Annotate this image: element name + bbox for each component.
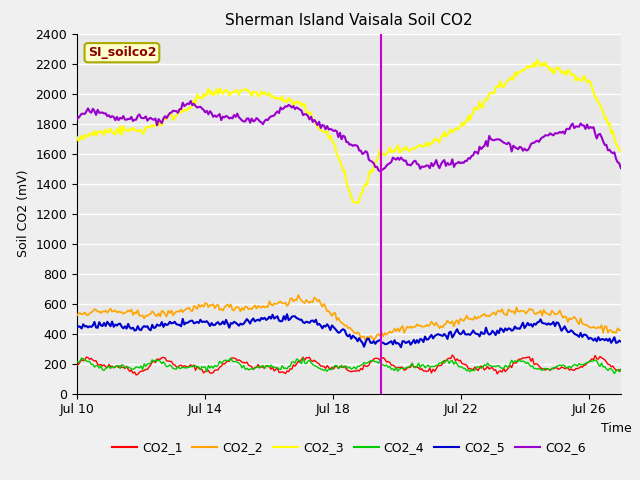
- CO2_3: [617, 148, 625, 154]
- Line: CO2_4: CO2_4: [77, 358, 621, 373]
- CO2_5: [73, 325, 81, 331]
- Line: CO2_6: CO2_6: [77, 101, 621, 171]
- CO2_2: [73, 312, 81, 318]
- CO2_4: [617, 366, 625, 372]
- CO2_4: [404, 364, 412, 370]
- CO2_4: [171, 366, 179, 372]
- CO2_1: [511, 360, 519, 366]
- CO2_1: [522, 355, 530, 360]
- CO2_4: [73, 359, 81, 364]
- CO2_3: [509, 77, 517, 83]
- CO2_6: [187, 98, 195, 104]
- CO2_5: [405, 338, 413, 344]
- CO2_5: [550, 319, 557, 325]
- CO2_5: [397, 344, 404, 350]
- CO2_6: [511, 144, 519, 150]
- CO2_5: [283, 312, 291, 317]
- Text: SI_soilco2: SI_soilco2: [88, 46, 156, 59]
- Line: CO2_3: CO2_3: [77, 60, 621, 204]
- CO2_6: [550, 132, 557, 138]
- CO2_2: [294, 292, 302, 298]
- CO2_5: [171, 319, 179, 324]
- CO2_5: [522, 323, 530, 329]
- CO2_1: [449, 352, 456, 358]
- CO2_2: [617, 327, 625, 333]
- Title: Sherman Island Vaisala Soil CO2: Sherman Island Vaisala Soil CO2: [225, 13, 472, 28]
- CO2_5: [617, 339, 625, 345]
- CO2_3: [404, 146, 412, 152]
- CO2_3: [354, 201, 362, 206]
- CO2_4: [152, 357, 159, 363]
- CO2_4: [548, 366, 556, 372]
- CO2_3: [534, 57, 541, 63]
- CO2_6: [522, 147, 530, 153]
- CO2_2: [362, 338, 369, 344]
- CO2_5: [152, 324, 159, 330]
- CO2_2: [152, 312, 159, 318]
- CO2_6: [73, 117, 81, 122]
- CO2_4: [509, 360, 517, 365]
- CO2_3: [152, 123, 159, 129]
- CO2_4: [521, 359, 529, 364]
- CO2_1: [617, 368, 625, 374]
- CO2_1: [404, 365, 412, 371]
- CO2_1: [550, 366, 557, 372]
- Line: CO2_1: CO2_1: [77, 355, 621, 375]
- CO2_6: [405, 162, 413, 168]
- Legend: CO2_1, CO2_2, CO2_3, CO2_4, CO2_5, CO2_6: CO2_1, CO2_2, CO2_3, CO2_4, CO2_5, CO2_6: [107, 436, 591, 459]
- CO2_6: [376, 168, 384, 174]
- Y-axis label: Soil CO2 (mV): Soil CO2 (mV): [17, 170, 29, 257]
- CO2_5: [511, 324, 519, 329]
- Line: CO2_5: CO2_5: [77, 314, 621, 347]
- CO2_4: [611, 371, 618, 376]
- CO2_6: [617, 165, 625, 171]
- CO2_3: [73, 134, 81, 140]
- CO2_4: [227, 355, 235, 361]
- CO2_2: [522, 311, 530, 316]
- CO2_1: [132, 372, 140, 378]
- CO2_1: [73, 362, 81, 368]
- CO2_2: [550, 309, 557, 315]
- Line: CO2_2: CO2_2: [77, 295, 621, 341]
- CO2_1: [153, 356, 161, 362]
- CO2_6: [152, 116, 159, 121]
- CO2_1: [172, 364, 180, 370]
- CO2_2: [171, 310, 179, 316]
- CO2_2: [405, 325, 413, 331]
- CO2_2: [511, 311, 519, 317]
- X-axis label: Time: Time: [601, 422, 632, 435]
- CO2_3: [171, 115, 179, 121]
- CO2_3: [550, 71, 557, 76]
- CO2_3: [521, 67, 529, 72]
- CO2_6: [171, 108, 179, 114]
